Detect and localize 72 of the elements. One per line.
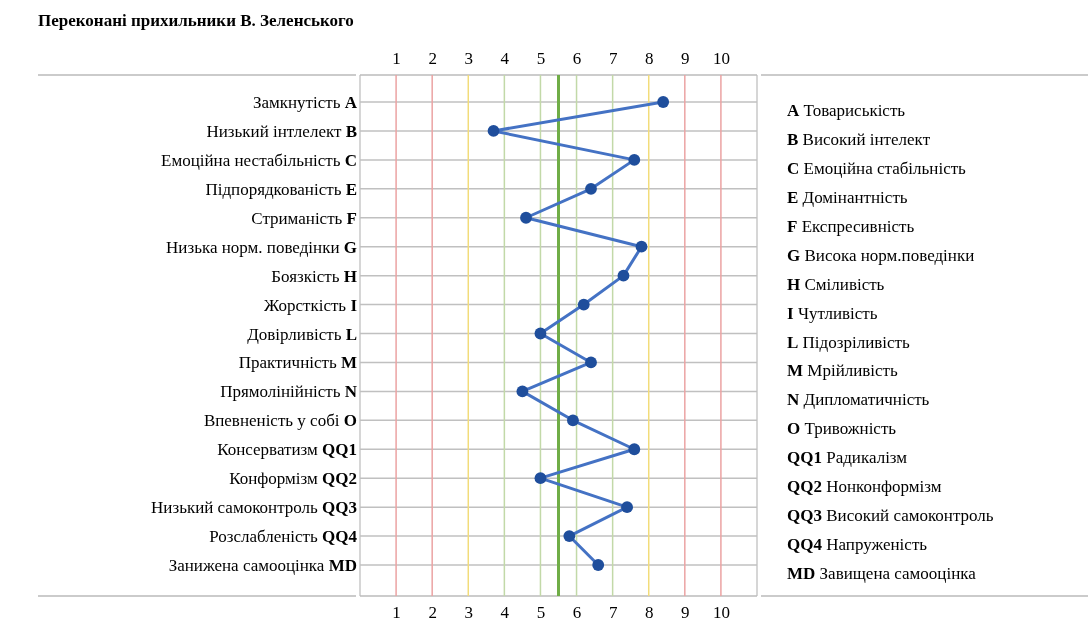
y2-tick-label: QQ4 Напруженість [787, 535, 928, 555]
y2-tick-label: L Підозріливість [787, 332, 910, 352]
y-tick-label: Низька норм. поведінки G [166, 237, 357, 257]
point [585, 356, 597, 369]
y2-tick-label: M Мрійливість [787, 361, 899, 381]
y-tick-label: Занижена самооцінка MD [168, 556, 357, 575]
y2-tick-label: B Високий інтелект [787, 129, 931, 149]
y-tick-label: Розслабленість QQ4 [209, 527, 358, 547]
point [567, 414, 579, 427]
point [487, 125, 500, 137]
y2-tick-label: H Сміливість [787, 274, 885, 294]
y2-tick-label: A Товариськість [787, 101, 906, 120]
x-tick-label: 5 [536, 49, 546, 69]
x-tick-label: 9 [681, 49, 690, 69]
x2-tick-label: 9 [681, 603, 690, 623]
x2-tick-label: 3 [464, 603, 474, 623]
y2-tick-label: QQ1 Радикалізм [787, 448, 908, 468]
point [592, 559, 605, 571]
y-tick-label: Замкнутість A [252, 93, 358, 112]
point [617, 269, 630, 282]
y2-tick-label: F Експресивність [787, 216, 915, 236]
y2-tick-label: E Домінантність [787, 187, 908, 207]
point [628, 443, 641, 456]
y-tick-label: Боязкість H [271, 266, 357, 286]
x-tick-label: 7 [608, 49, 618, 69]
x-tick-label: 1 [392, 49, 401, 69]
x-tick-label: 4 [500, 49, 510, 69]
y-tick-label: Довірливість L [247, 324, 357, 344]
x-tick-label: 6 [572, 49, 582, 69]
y-tick-label: Підпорядкованість E [205, 179, 357, 199]
y-tick-label: Низький самоконтроль QQ3 [151, 498, 357, 518]
point [585, 182, 597, 195]
y-tick-label: Стриманість F [251, 208, 357, 228]
y2-tick-label: G Висока норм.поведінки [787, 245, 975, 265]
y-tick-label: Конформізм QQ2 [229, 469, 357, 489]
y-tick-label: Впевненість у собі O [203, 411, 357, 431]
y2-tick-label: C Емоційна стабільність [787, 158, 967, 178]
y2-tick-label: MD Завищена самооцінка [787, 564, 977, 583]
point [628, 153, 641, 166]
y-tick-label: Жорсткість I [264, 295, 358, 315]
point [577, 298, 590, 311]
x2-tick-label: 7 [608, 603, 618, 623]
x2-tick-label: 10 [712, 603, 730, 623]
y-tick-label: Практичність M [238, 353, 357, 373]
x2-tick-label: 6 [572, 603, 582, 623]
point [520, 211, 532, 224]
x-tick-label: 2 [428, 49, 437, 69]
x-tick-label: 3 [464, 49, 474, 69]
y2-tick-label: I Чутливість [787, 303, 878, 323]
point [635, 240, 648, 253]
text: Переконані прихильники В. Зеленського [38, 11, 354, 30]
y2-tick-label: QQ2 Нонконформізм [787, 477, 942, 497]
point [516, 385, 529, 398]
x2-tick-label: 5 [536, 603, 546, 623]
x2-tick-label: 4 [500, 603, 510, 623]
y2-tick-label: N Дипломатичність [787, 390, 930, 410]
x2-tick-label: 8 [644, 603, 654, 623]
point [534, 472, 547, 485]
point [657, 96, 670, 108]
point [621, 501, 633, 514]
point [534, 327, 547, 340]
x-tick-label: 10 [712, 49, 730, 69]
x2-tick-label: 2 [428, 603, 437, 623]
y-tick-label: Низький інтлелект B [206, 121, 357, 141]
point [563, 530, 576, 542]
x2-tick-label: 1 [392, 603, 401, 623]
y2-tick-label: O Тривожність [787, 419, 897, 439]
y-tick-label: Прямолінійність N [220, 382, 358, 402]
x-tick-label: 8 [644, 49, 654, 69]
y-tick-label: Емоційна нестабільність C [161, 150, 357, 170]
y2-tick-label: QQ3 Високий самоконтроль [787, 506, 994, 526]
y-tick-label: Консерватизм QQ1 [217, 440, 357, 460]
